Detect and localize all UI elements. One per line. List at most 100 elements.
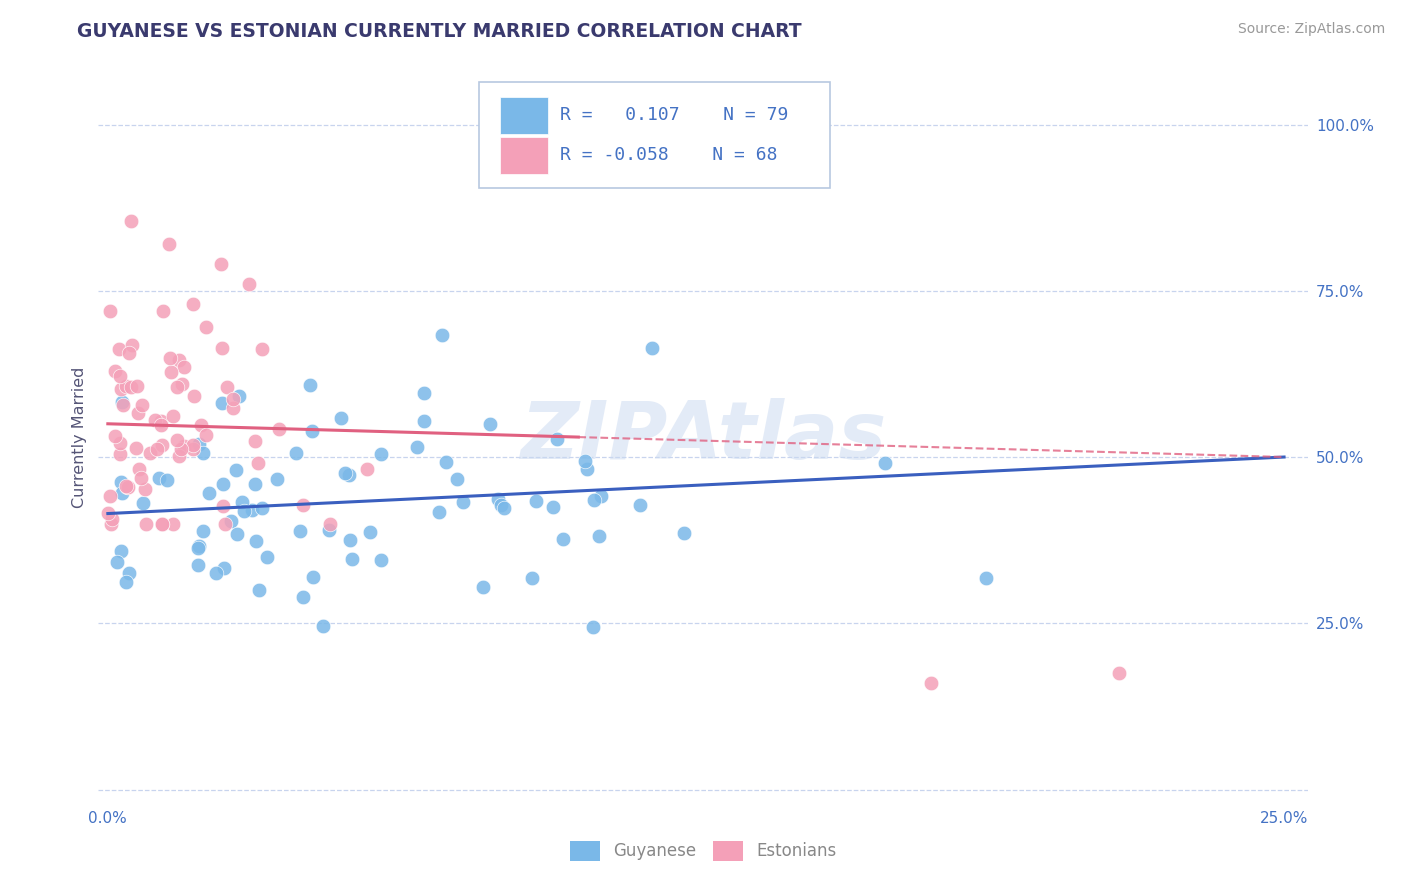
Point [150, 516, 173, 531]
Point [139, 446, 162, 460]
Point [451, 494, 474, 508]
Point [134, 482, 156, 496]
Point [406, 440, 429, 454]
Point [285, 446, 308, 460]
Point [214, 516, 236, 531]
Point [132, 495, 155, 509]
Text: GUYANESE VS ESTONIAN CURRENTLY MARRIED CORRELATION CHART: GUYANESE VS ESTONIAN CURRENTLY MARRIED C… [77, 22, 801, 41]
Point [191, 524, 214, 538]
Point [111, 395, 134, 409]
Point [920, 676, 942, 690]
Point [159, 351, 181, 366]
Point [167, 449, 190, 463]
Point [479, 417, 502, 432]
Y-axis label: Currently Married: Currently Married [72, 367, 87, 508]
Point [115, 574, 138, 589]
Point [370, 447, 392, 461]
Point [581, 620, 603, 634]
Point [337, 467, 360, 482]
Point [181, 442, 204, 457]
Point [318, 523, 340, 537]
Point [108, 342, 131, 356]
Point [135, 516, 157, 531]
Point [105, 556, 128, 570]
Point [146, 442, 169, 457]
Point [170, 377, 193, 392]
Point [219, 514, 242, 528]
Point [434, 454, 457, 468]
Point [198, 485, 221, 500]
Point [672, 526, 695, 541]
Point [117, 480, 139, 494]
Point [104, 429, 127, 443]
Point [148, 471, 170, 485]
Point [543, 500, 565, 514]
Point [108, 436, 131, 450]
Point [1108, 666, 1130, 681]
Point [429, 505, 451, 519]
Point [125, 379, 148, 393]
Point [491, 498, 513, 512]
Point [162, 409, 184, 423]
Point [211, 342, 233, 356]
Point [128, 462, 150, 476]
Point [156, 473, 179, 487]
Point [356, 462, 378, 476]
Point [288, 524, 311, 539]
Point [211, 396, 233, 410]
Point [118, 566, 141, 580]
Point [191, 446, 214, 460]
Point [256, 550, 278, 565]
Point [97, 506, 120, 520]
Point [204, 566, 226, 581]
Point [211, 499, 233, 513]
Point [292, 590, 315, 604]
Point [127, 406, 149, 420]
Point [162, 516, 184, 531]
Point [212, 560, 235, 574]
Point [226, 527, 249, 541]
Point [100, 516, 122, 531]
Point [152, 303, 174, 318]
Point [628, 498, 651, 512]
Point [576, 462, 599, 476]
Point [187, 437, 209, 451]
Point [330, 411, 353, 425]
Point [250, 501, 273, 516]
Legend: Guyanese, Estonians: Guyanese, Estonians [562, 834, 844, 868]
Point [412, 414, 434, 428]
Point [238, 277, 260, 292]
Point [215, 380, 238, 394]
Text: ZIPAtlas: ZIPAtlas [520, 398, 886, 476]
Point [100, 303, 122, 318]
Point [247, 582, 270, 597]
Point [245, 534, 267, 549]
Point [110, 475, 132, 490]
Point [551, 532, 574, 546]
Point [166, 433, 188, 447]
Point [186, 541, 208, 556]
Point [875, 456, 897, 470]
Point [240, 502, 263, 516]
Point [333, 466, 356, 480]
Point [166, 380, 188, 394]
Point [108, 447, 131, 461]
Point [319, 516, 342, 531]
Point [149, 414, 172, 428]
Point [588, 529, 610, 543]
Point [252, 342, 274, 356]
Point [112, 398, 135, 412]
FancyBboxPatch shape [479, 82, 830, 188]
Point [150, 516, 173, 531]
Point [413, 386, 436, 401]
Point [101, 511, 124, 525]
Point [222, 392, 245, 407]
Point [125, 442, 148, 456]
Point [150, 417, 173, 432]
Bar [501, 97, 548, 134]
Point [120, 380, 142, 394]
Point [312, 619, 335, 633]
Point [231, 495, 253, 509]
Point [446, 472, 468, 486]
Point [131, 398, 153, 412]
